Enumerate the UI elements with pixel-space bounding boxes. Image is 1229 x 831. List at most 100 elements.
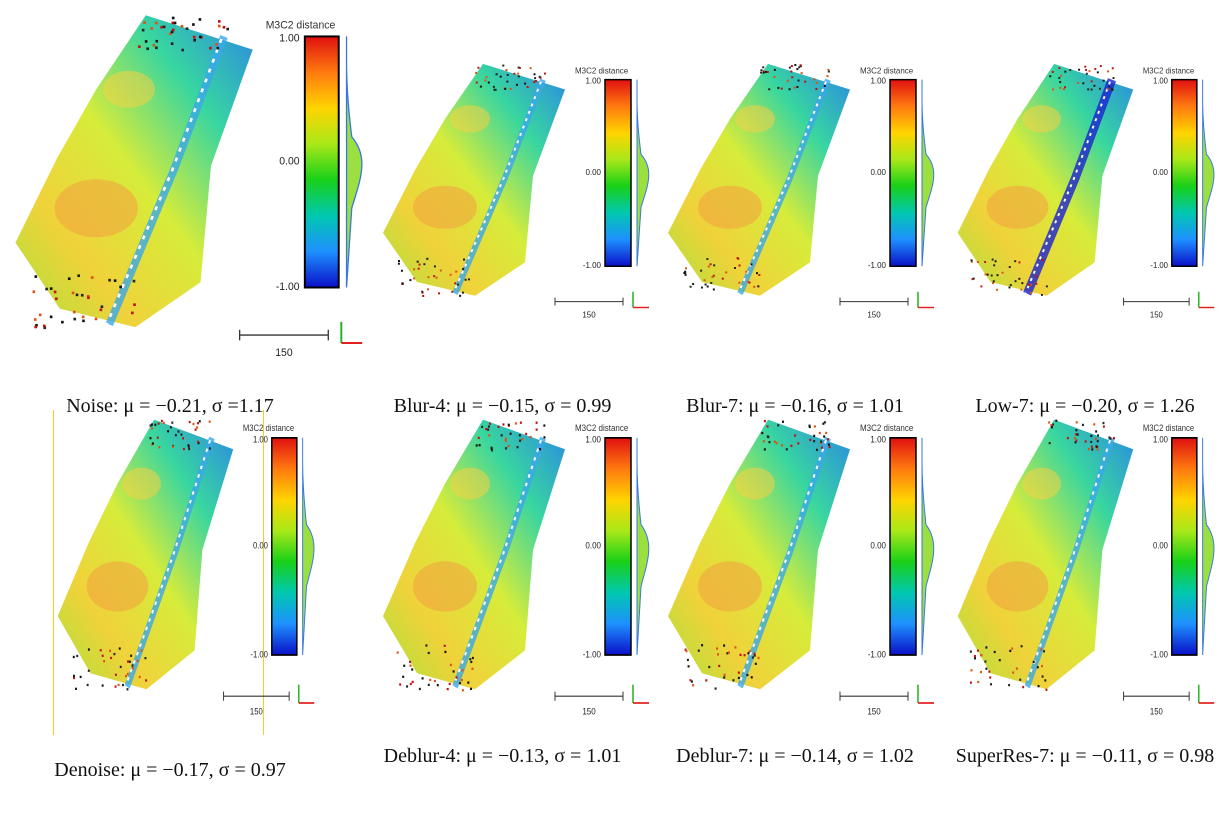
colorbar-title: M3C2 distance [266,19,336,31]
colorbar-tick-min: -1.00 [1150,649,1168,660]
colorbar-title: M3C2 distance [243,422,295,433]
colorbar-tick-max: 1.00 [279,33,299,45]
colorbar [1171,437,1198,656]
axis-gizmo [298,684,315,704]
colorbar-tick-min: -1.00 [868,649,886,660]
scale-bar-label: 150 [867,310,881,319]
panel-6: M3C2 distance 1.00 0.00 -1.00 150 [375,415,655,735]
colorbar-tick-max: 1.00 [585,77,601,86]
distance-histogram [921,437,935,656]
point-cloud-surface [668,419,850,690]
scale-bar [223,691,290,701]
point-cloud-surface [383,63,565,296]
colorbar-tick-min: -1.00 [868,261,887,270]
road-corridor [452,436,546,689]
panel-caption: Blur-4: μ = −0.15, σ = 0.99 [393,395,612,417]
colorbar [303,35,340,289]
road-corridor [105,35,228,327]
panel-8: M3C2 distance 1.00 0.00 -1.00 150 [950,415,1220,735]
point-cloud-surface [383,419,565,690]
road-corridor [452,78,546,295]
colorbar-tick-min: -1.00 [583,261,602,270]
colorbar [271,437,298,656]
road-corridor [124,436,215,689]
colorbar-tick-max: 1.00 [1153,434,1168,445]
colorbar-tick-max: 1.00 [253,434,268,445]
colorbar-tick-max: 1.00 [870,434,886,445]
colorbar [889,437,917,656]
colorbar-title: M3C2 distance [860,422,913,433]
scale-bar [839,297,909,306]
distance-histogram [1202,437,1215,656]
colorbar-tick-mid: 0.00 [870,540,886,551]
point-cloud-surface [15,15,253,328]
point-cloud-surface [668,63,850,296]
scale-bar-label: 150 [867,706,881,717]
colorbar-tick-max: 1.00 [585,434,601,445]
scale-bar [554,297,624,306]
axis-gizmo [340,321,363,344]
road-corridor [1024,436,1115,689]
colorbar-tick-mid: 0.00 [585,168,601,177]
panel-caption: Blur-7: μ = −0.16, σ = 1.01 [686,395,904,417]
panel-caption: Noise: μ = −0.21, σ =1.17 [66,395,274,417]
colorbar-title: M3C2 distance [860,67,914,76]
axis-gizmo [632,684,649,704]
colorbar [604,437,632,656]
point-cloud-surface [957,419,1134,690]
colorbar-tick-mid: 0.00 [1153,540,1168,551]
scale-bar-label: 150 [582,706,596,717]
colorbar-tick-max: 1.00 [870,77,886,86]
colorbar-tick-min: -1.00 [250,649,268,660]
scale-bar-label: 150 [1150,706,1163,717]
colorbar-tick-mid: 0.00 [253,540,268,551]
scale-bar [1123,297,1190,306]
colorbar-tick-min: -1.00 [276,281,300,293]
panel-3: M3C2 distance 1.00 0.00 -1.00 150 [660,60,940,335]
distance-histogram [636,79,650,267]
colorbar-tick-min: -1.00 [1150,261,1168,270]
colorbar-tick-mid: 0.00 [279,156,299,168]
scale-bar-label: 150 [582,310,596,319]
colorbar-tick-max: 1.00 [1153,77,1169,86]
axis-gizmo [632,291,649,309]
panel-caption: SuperRes-7: μ = −0.11, σ = 0.98 [955,745,1215,767]
point-cloud-surface [57,419,234,690]
colorbar-title: M3C2 distance [575,67,629,76]
distance-histogram [921,79,935,267]
panel-1: M3C2 distance 1.00 0.00 -1.00 150 [5,10,370,380]
scale-bar [554,691,624,701]
panel-caption: Deblur-7: μ = −0.14, σ = 1.02 [676,745,914,767]
panel-caption: Low-7: μ = −0.20, σ = 1.26 [975,395,1195,417]
colorbar [604,78,632,267]
highlight-line-right [263,410,264,735]
colorbar [1171,78,1198,267]
colorbar-tick-mid: 0.00 [1153,168,1169,177]
road-corridor [737,436,831,689]
panel-4: M3C2 distance 1.00 0.00 -1.00 150 [950,60,1220,335]
colorbar-title: M3C2 distance [575,422,628,433]
colorbar-tick-mid: 0.00 [585,540,601,551]
distance-histogram [636,437,650,656]
axis-gizmo [1198,291,1215,309]
distance-histogram [302,437,315,656]
panel-7: M3C2 distance 1.00 0.00 -1.00 150 [660,415,940,735]
scale-bar [238,329,329,341]
scale-bar-label: 150 [1150,310,1164,319]
panel-caption: Denoise: μ = −0.17, σ = 0.97 [54,759,286,781]
road-corridor [1023,78,1117,296]
distance-histogram [1202,79,1215,267]
colorbar [889,78,917,267]
colorbar-tick-min: -1.00 [583,649,601,660]
road-corridor [737,78,831,295]
distance-histogram [345,36,363,288]
point-cloud-surface [957,63,1134,296]
